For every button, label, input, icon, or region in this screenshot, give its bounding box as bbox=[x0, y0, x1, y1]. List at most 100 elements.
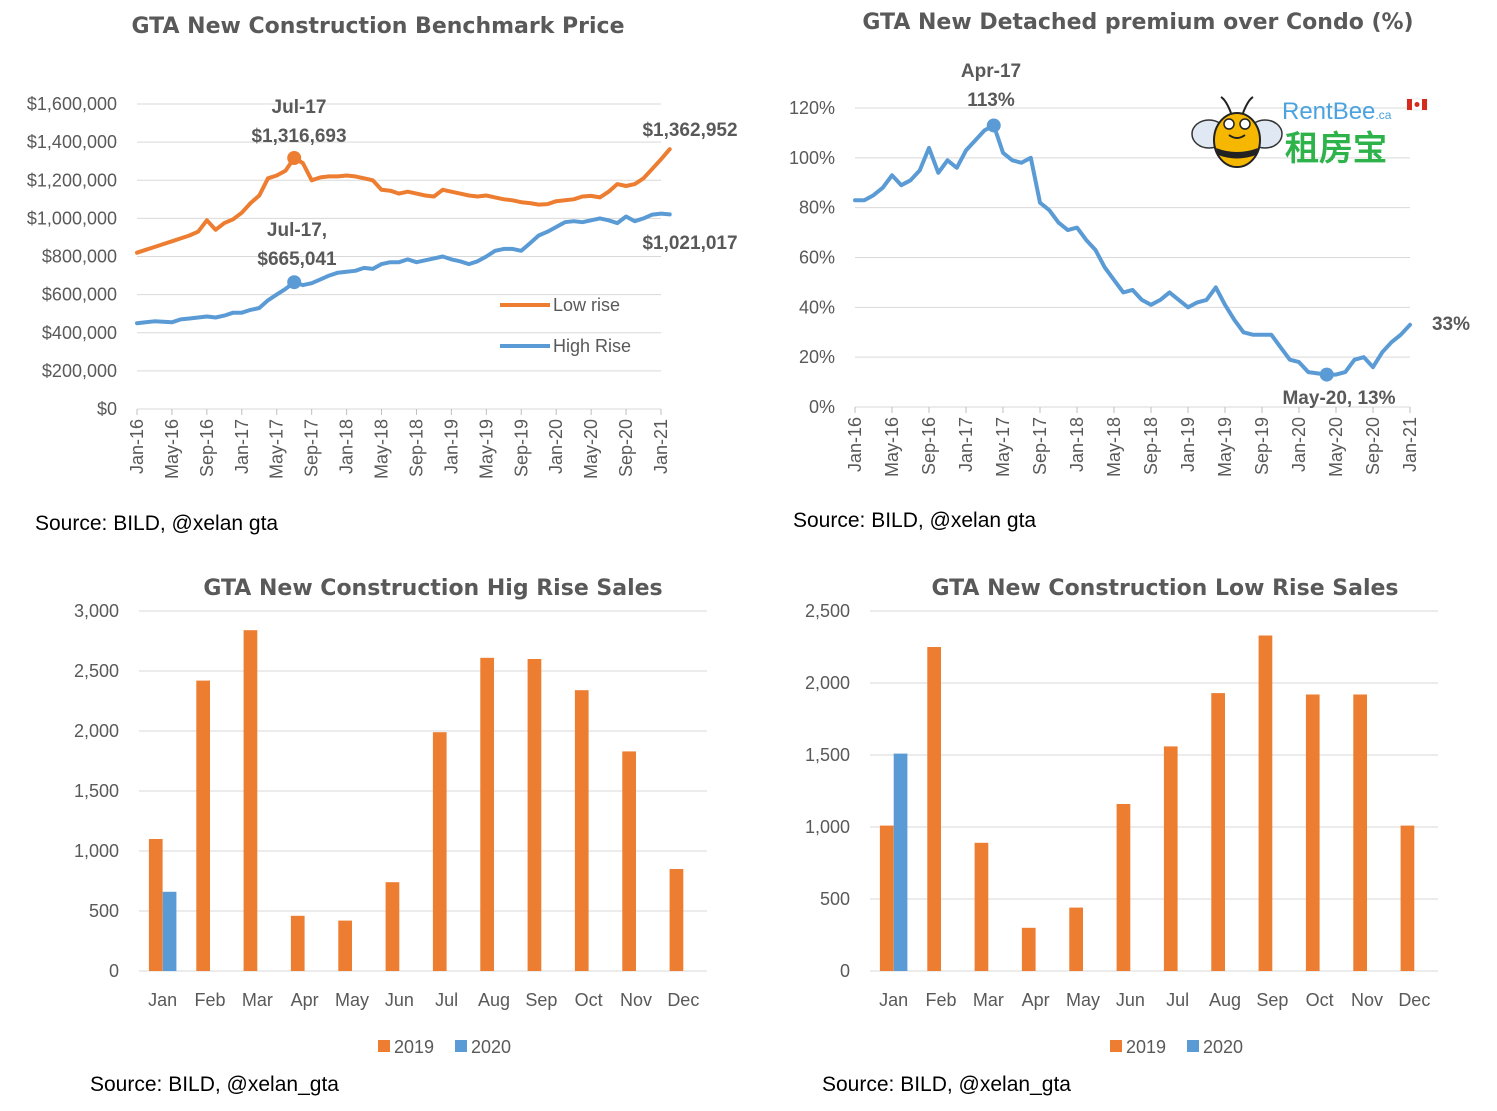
legend-label: 2020 bbox=[1203, 1037, 1243, 1057]
x-tick-label: Jan-17 bbox=[956, 417, 976, 472]
x-tick-label: Sep-20 bbox=[616, 419, 636, 477]
y-tick-label: 3,000 bbox=[74, 601, 119, 621]
y-tick-label: 2,500 bbox=[805, 601, 850, 621]
brand-suffix: .ca bbox=[1375, 108, 1391, 122]
y-tick-label: 20% bbox=[799, 347, 835, 367]
bar bbox=[1258, 635, 1273, 971]
flag-bar bbox=[1407, 99, 1412, 110]
x-tick-label: May bbox=[1066, 990, 1100, 1010]
annotation-label: Apr-17 bbox=[961, 61, 1021, 82]
x-tick-label: Jan-21 bbox=[1400, 417, 1420, 472]
y-tick-label: 2,000 bbox=[805, 673, 850, 693]
bar bbox=[974, 842, 989, 971]
brand-chinese: 租房宝 bbox=[1285, 129, 1387, 169]
x-tick-label: May-19 bbox=[1215, 417, 1235, 477]
legend-label: 2019 bbox=[1126, 1037, 1166, 1057]
x-tick-label: Jan-19 bbox=[441, 419, 461, 474]
y-tick-label: $1,000,000 bbox=[27, 208, 117, 228]
series-line-0 bbox=[853, 123, 1412, 377]
y-tick-label: 2,500 bbox=[74, 661, 119, 681]
x-tick-label: May-16 bbox=[162, 419, 182, 479]
bar bbox=[480, 657, 494, 971]
x-tick-label: Sep-20 bbox=[1363, 417, 1383, 475]
bar bbox=[927, 647, 941, 971]
flag-leaf bbox=[1414, 102, 1420, 107]
annotation-value: $1,316,693 bbox=[251, 126, 346, 147]
y-tick-label: $0 bbox=[97, 399, 117, 419]
legend-label: Low rise bbox=[553, 295, 620, 315]
legend-swatch bbox=[1110, 1040, 1122, 1052]
bar bbox=[669, 869, 684, 971]
y-tick-label: $1,400,000 bbox=[27, 132, 117, 152]
x-tick-label: May-18 bbox=[372, 419, 392, 479]
x-tick-label: Jan-20 bbox=[546, 419, 566, 474]
annotation-label: $1,021,017 bbox=[642, 233, 737, 254]
annotation-label: Jul-17 bbox=[272, 97, 327, 118]
line-chart-0: GTA New Construction Benchmark Price $0 $2… bbox=[27, 14, 738, 535]
x-tick-label: Jun bbox=[385, 990, 414, 1010]
bar bbox=[432, 732, 447, 971]
brand-name: RentBee.ca bbox=[1282, 98, 1392, 125]
y-tick-label: 0 bbox=[109, 961, 119, 981]
bar bbox=[243, 630, 258, 971]
x-tick-label: Sep-18 bbox=[1141, 417, 1161, 475]
bee-smile bbox=[1228, 134, 1246, 139]
x-tick-label: May-17 bbox=[993, 417, 1013, 477]
legend-swatch bbox=[378, 1040, 390, 1052]
source-note: Source: BILD, @xelan gta bbox=[35, 512, 278, 535]
x-tick-label: Jan bbox=[879, 990, 908, 1010]
bar bbox=[1353, 694, 1367, 971]
bar bbox=[162, 891, 177, 971]
chart-title: GTA New Construction Benchmark Price bbox=[132, 14, 625, 39]
x-tick-label: Aug bbox=[1209, 990, 1241, 1010]
x-tick-label: Jan-17 bbox=[232, 419, 252, 474]
y-tick-label: 1,000 bbox=[74, 841, 119, 861]
y-tick-label: 2,000 bbox=[74, 721, 119, 741]
chart-title: GTA New Construction Hig Rise Sales bbox=[203, 576, 662, 601]
y-tick-label: 60% bbox=[799, 248, 835, 268]
x-tick-label: May bbox=[335, 990, 369, 1010]
x-tick-label: Sep-16 bbox=[919, 417, 939, 475]
x-tick-label: Nov bbox=[620, 990, 652, 1010]
x-tick-label: Oct bbox=[1306, 990, 1334, 1010]
bar-chart-2: GTA New Construction Hig Rise Sales 0 500 1… bbox=[74, 576, 707, 1096]
chart-title: GTA New Detached premium over Condo (%) bbox=[862, 10, 1413, 35]
bar bbox=[1211, 693, 1225, 971]
bar bbox=[1116, 804, 1131, 971]
x-tick-label: Mar bbox=[973, 990, 1004, 1010]
bee-body bbox=[1213, 112, 1261, 168]
legend-label: High Rise bbox=[553, 336, 631, 356]
x-tick-label: Sep bbox=[1256, 990, 1288, 1010]
y-tick-label: 1,500 bbox=[74, 781, 119, 801]
bee-eye bbox=[1223, 118, 1235, 130]
bar bbox=[879, 825, 894, 971]
x-tick-label: May-19 bbox=[476, 419, 496, 479]
bar bbox=[1069, 907, 1083, 971]
chart-title: GTA New Construction Low Rise Sales bbox=[931, 576, 1398, 601]
legend-label: 2019 bbox=[394, 1037, 434, 1057]
x-tick-label: Apr bbox=[1022, 990, 1050, 1010]
x-tick-label: Jul bbox=[435, 990, 458, 1010]
source-note: Source: BILD, @xelan gta bbox=[793, 509, 1036, 532]
x-tick-label: May-20 bbox=[1326, 417, 1346, 477]
x-tick-label: Dec bbox=[1398, 990, 1430, 1010]
x-tick-label: Mar bbox=[242, 990, 273, 1010]
x-tick-label: Sep-17 bbox=[302, 419, 322, 477]
highlight-point bbox=[287, 275, 302, 290]
x-tick-label: Jan-18 bbox=[1067, 417, 1087, 472]
x-tick-label: Sep-19 bbox=[1252, 417, 1272, 475]
y-tick-label: 1,500 bbox=[805, 745, 850, 765]
annotation-label: May-20, 13% bbox=[1282, 388, 1395, 409]
bar bbox=[574, 690, 589, 971]
x-tick-label: Sep bbox=[525, 990, 557, 1010]
y-tick-label: 0% bbox=[809, 397, 835, 417]
bee-stripe bbox=[1216, 148, 1258, 159]
source-note: Source: BILD, @xelan_gta bbox=[90, 1073, 339, 1096]
bar bbox=[148, 839, 163, 971]
annotation-label: Jul-17, bbox=[267, 220, 327, 241]
bar bbox=[527, 659, 542, 971]
y-tick-label: $1,600,000 bbox=[27, 94, 117, 114]
y-tick-label: $600,000 bbox=[42, 285, 117, 305]
line-chart-1: GTA New Detached premium over Condo (%) 0… bbox=[789, 10, 1470, 532]
